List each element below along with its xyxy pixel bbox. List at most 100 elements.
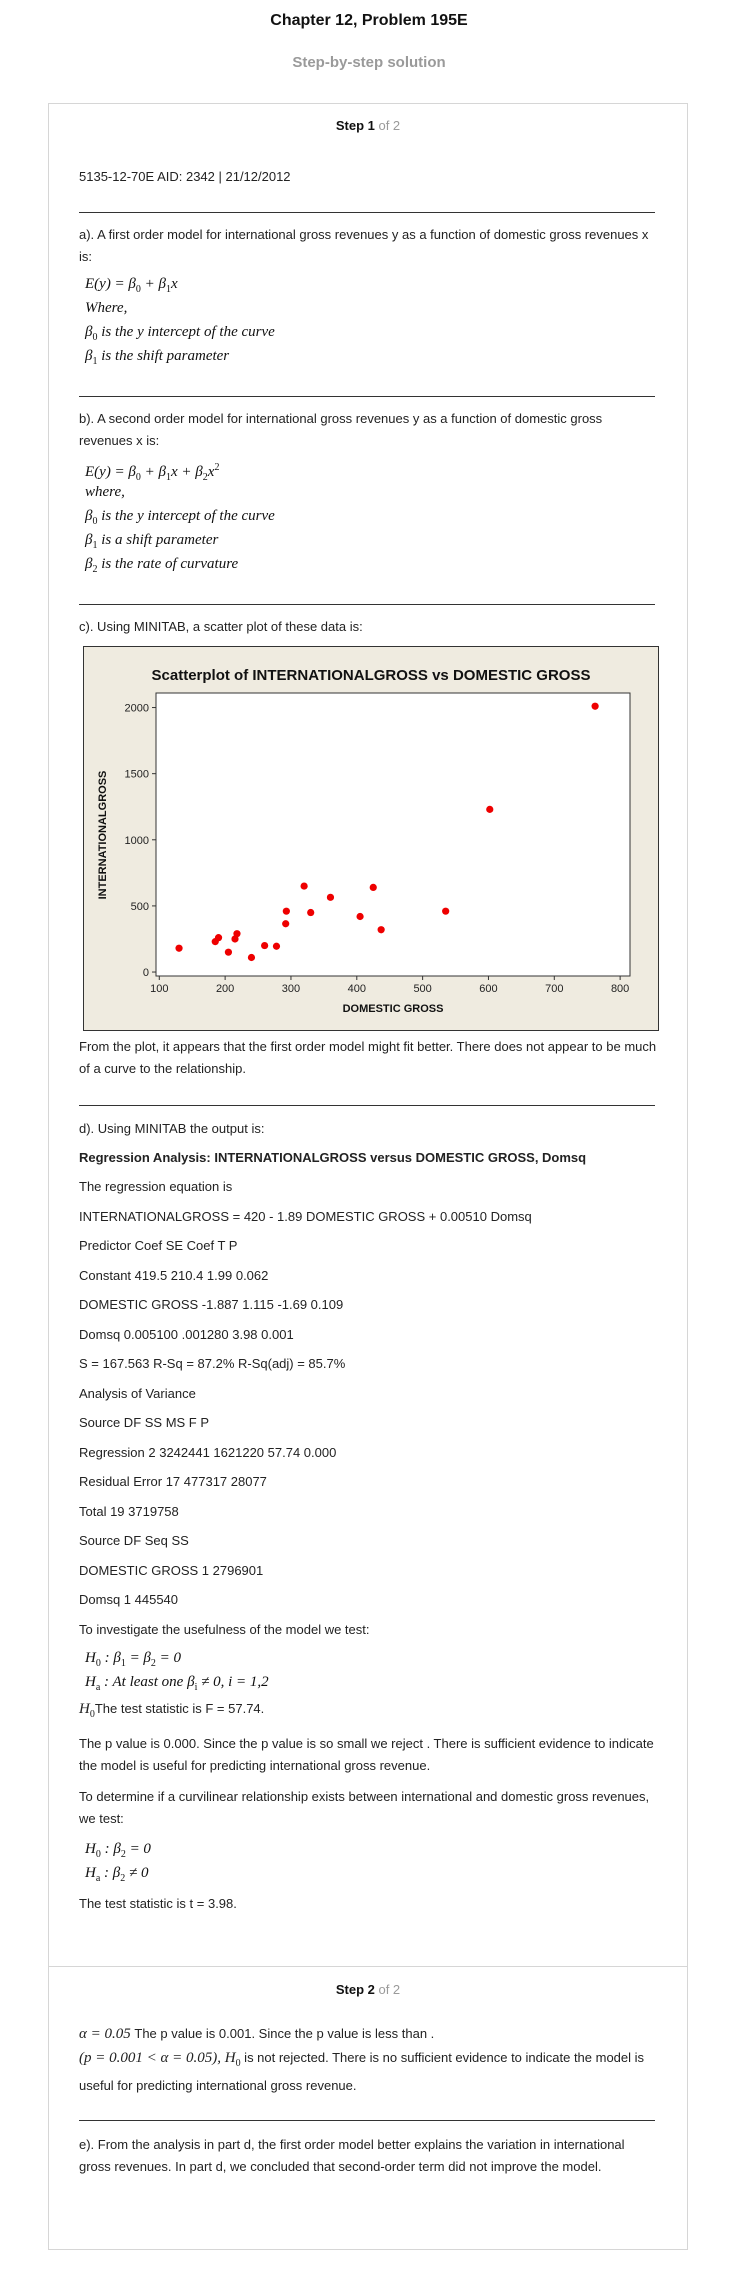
divider xyxy=(79,396,655,397)
first-order-equation: E(y) = β0 + β1x xyxy=(85,276,178,295)
scatter-plot: Scatterplot of INTERNATIONALGROSS vs DOM… xyxy=(83,646,659,1031)
data-point xyxy=(214,934,223,942)
y-tick-label: 1500 xyxy=(125,769,149,781)
data-point xyxy=(300,882,308,890)
divider xyxy=(79,2120,655,2121)
part-a-beta1-def: β1 is the shift parameter xyxy=(85,348,230,367)
x-tick-label: 700 xyxy=(545,983,563,995)
x-tick-label: 300 xyxy=(282,983,300,995)
output-line: Total 19 3719758 xyxy=(79,1504,179,1519)
usefulness-intro: To investigate the usefulness of the mod… xyxy=(79,1622,370,1637)
step-2-conclusion-text: is not rejected. There is no sufficient … xyxy=(79,2050,645,2093)
step-2-conclusion: (p = 0.001 < α = 0.05), H0 is not reject… xyxy=(79,2047,657,2097)
part-b-beta0-def: β0 is the y intercept of the curve xyxy=(85,508,275,527)
part-b-where: where, xyxy=(85,484,125,500)
data-point xyxy=(591,702,599,710)
scatter-plot-svg: Scatterplot of INTERNATIONALGROSS vs DOM… xyxy=(97,667,631,1015)
chart-title: Scatterplot of INTERNATIONALGROSS vs DOM… xyxy=(152,667,591,684)
curvilinear-intro: To determine if a curvilinear relationsh… xyxy=(79,1789,650,1826)
output-line: Regression 2 3242441 1621220 57.74 0.000 xyxy=(79,1445,337,1460)
output-line: DOMESTIC GROSS -1.887 1.115 -1.69 0.109 xyxy=(79,1297,344,1312)
part-a-beta0-def: β0 is the y intercept of the curve xyxy=(85,324,275,343)
t-statistic-text: The test statistic is t = 3.98. xyxy=(79,1896,237,1911)
data-point xyxy=(224,948,233,956)
null-hypothesis-t: H0 : β2 = 0 xyxy=(85,1841,151,1860)
output-line: INTERNATIONALGROSS = 420 - 1.89 DOMESTIC… xyxy=(79,1209,532,1224)
data-points xyxy=(175,702,599,962)
part-c-text: c). Using MINITAB, a scatter plot of the… xyxy=(79,619,363,634)
x-axis-label: DOMESTIC GROSS xyxy=(343,1003,444,1015)
part-a-text: a). A first order model for internationa… xyxy=(79,227,649,264)
part-d-text: d). Using MINITAB the output is: xyxy=(79,1121,265,1136)
alt-hypothesis-f: Ha : At least one βi ≠ 0, i = 1,2 xyxy=(85,1674,269,1693)
step-1-header: Step 1 of 2 xyxy=(49,118,687,133)
null-hypothesis-f: H0 : β1 = β2 = 0 xyxy=(85,1650,182,1669)
output-line: S = 167.563 R-Sq = 87.2% R-Sq(adj) = 85.… xyxy=(79,1356,346,1371)
data-point xyxy=(247,953,256,962)
output-line: Residual Error 17 477317 28077 xyxy=(79,1474,267,1489)
part-b-beta1-text: is a shift parameter xyxy=(101,532,219,548)
part-a-where: Where, xyxy=(85,300,128,316)
x-tick-label: 400 xyxy=(348,983,366,995)
part-b-beta2-text: is the rate of curvature xyxy=(101,556,239,572)
step-2-line-1-text: The p value is 0.001. Since the p value … xyxy=(134,2026,435,2041)
x-tick-label: 200 xyxy=(216,983,234,995)
part-a-beta1-text: is the shift parameter xyxy=(101,348,230,364)
output-line: The regression equation is xyxy=(79,1179,233,1194)
x-tick-label: 800 xyxy=(611,983,629,995)
x-tick-label: 500 xyxy=(413,983,431,995)
step-2-line-1: α = 0.05 The p value is 0.001. Since the… xyxy=(79,2023,657,2045)
second-order-equation: E(y) = β0 + β1x + β2x2 xyxy=(85,462,220,483)
output-line: Predictor Coef SE Coef T P xyxy=(79,1238,238,1253)
y-tick-label: 0 xyxy=(143,967,149,979)
y-tick-label: 500 xyxy=(131,901,149,913)
f-statistic-text: The test statistic is F = 57.74. xyxy=(94,1701,265,1716)
data-point xyxy=(261,941,269,950)
output-line: Analysis of Variance xyxy=(79,1386,196,1401)
data-point xyxy=(175,944,183,952)
data-point xyxy=(272,942,281,950)
plot-area xyxy=(155,692,631,977)
output-line: Constant 419.5 210.4 1.99 0.062 xyxy=(79,1268,269,1283)
part-b-text: b). A second order model for internation… xyxy=(79,411,603,448)
data-point xyxy=(377,926,385,934)
output-line: DOMESTIC GROSS 1 2796901 xyxy=(79,1563,264,1578)
f-pvalue-text: The p value is 0.000. Since the p value … xyxy=(79,1736,654,1773)
part-b-beta0-text: is the y intercept of the curve xyxy=(101,508,275,524)
part-a-beta0-text: is the y intercept of the curve xyxy=(101,324,275,340)
alpha-expression: α = 0.05 xyxy=(79,2026,131,2042)
aid-line: 5135-12-70E AID: 2342 | 21/12/2012 xyxy=(79,169,291,184)
divider xyxy=(79,604,655,605)
output-line: Source DF Seq SS xyxy=(79,1533,189,1548)
divider xyxy=(79,212,655,213)
data-point xyxy=(442,907,450,915)
regression-title: Regression Analysis: INTERNATIONALGROSS … xyxy=(79,1150,587,1165)
x-tick-label: 600 xyxy=(479,983,497,995)
step-1-label: Step 1 xyxy=(335,118,375,133)
page-title: Chapter 12, Problem 195E xyxy=(270,12,468,29)
data-point xyxy=(356,912,364,921)
page-subtitle: Step-by-step solution xyxy=(292,54,446,71)
divider xyxy=(79,1105,655,1106)
y-tick-label: 1000 xyxy=(125,835,149,847)
data-point xyxy=(326,893,335,901)
f-statistic-line: H0The test statistic is F = 57.74. xyxy=(79,1701,265,1720)
step-2-of-label: of 2 xyxy=(374,1982,401,1997)
part-b-beta2-def: β2 is the rate of curvature xyxy=(85,556,239,575)
solution-card: Step 1 of 2 5135-12-70E AID: 2342 | 21/1… xyxy=(48,103,688,2250)
data-point xyxy=(282,920,290,928)
output-line: Source DF SS MS F P xyxy=(79,1415,210,1430)
step-2-label: Step 2 xyxy=(335,1982,375,1997)
alt-hypothesis-t: Ha : β2 ≠ 0 xyxy=(85,1865,149,1884)
data-point xyxy=(307,908,315,917)
part-b-beta1-def: β1 is a shift parameter xyxy=(85,532,219,551)
step-separator xyxy=(49,1966,687,1967)
y-axis-label: INTERNATIONALGROSS xyxy=(97,771,109,900)
axes: 100 200 300 400 500 600 700 800 0 500 1000 1500 2000 xyxy=(125,703,630,995)
data-point xyxy=(282,907,290,915)
x-tick-label: 100 xyxy=(150,983,168,995)
part-c-conclusion: From the plot, it appears that the first… xyxy=(79,1039,657,1076)
part-e-text: e). From the analysis in part d, the fir… xyxy=(79,2137,625,2174)
output-line: Domsq 1 445540 xyxy=(79,1592,179,1607)
data-point xyxy=(486,805,494,813)
